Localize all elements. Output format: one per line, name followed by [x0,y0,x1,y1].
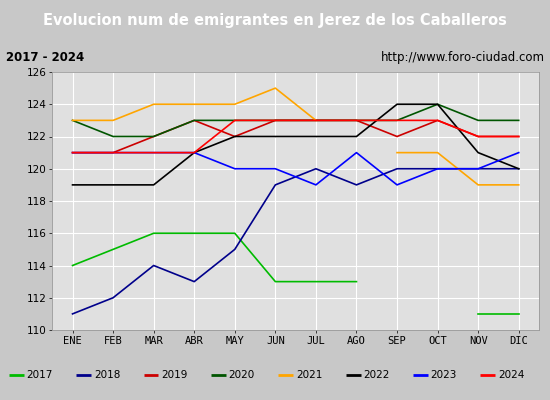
Text: 2022: 2022 [363,370,389,380]
Text: 2019: 2019 [161,370,188,380]
Text: 2023: 2023 [431,370,457,380]
Text: 2018: 2018 [94,370,120,380]
Text: 2017 - 2024: 2017 - 2024 [6,50,84,64]
Text: 2021: 2021 [296,370,322,380]
Text: 2020: 2020 [228,370,255,380]
Text: Evolucion num de emigrantes en Jerez de los Caballeros: Evolucion num de emigrantes en Jerez de … [43,14,507,28]
Text: 2017: 2017 [26,370,53,380]
Text: http://www.foro-ciudad.com: http://www.foro-ciudad.com [381,50,544,64]
Text: 2024: 2024 [498,370,524,380]
